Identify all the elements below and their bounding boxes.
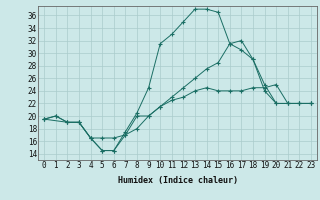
X-axis label: Humidex (Indice chaleur): Humidex (Indice chaleur) xyxy=(118,176,238,185)
